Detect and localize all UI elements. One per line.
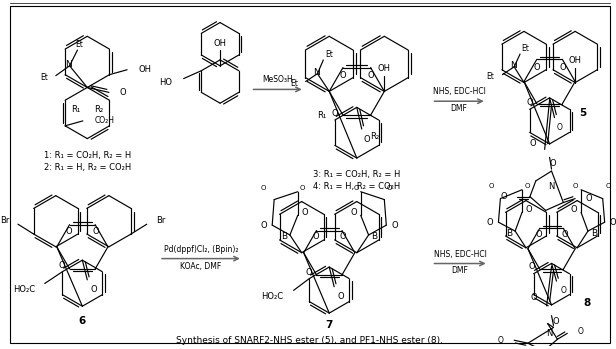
Text: 1: R₁ = CO₂H, R₂ = H: 1: R₁ = CO₂H, R₂ = H [44,151,131,160]
Text: R₁: R₁ [71,105,80,113]
Text: 7: 7 [326,320,333,331]
Text: NHS, EDC-HCl: NHS, EDC-HCl [434,250,487,259]
Text: O: O [261,185,266,191]
Text: Et: Et [290,79,298,88]
Text: N: N [546,329,553,338]
Text: CO₂H: CO₂H [95,117,115,125]
Text: HO₂C: HO₂C [262,292,284,301]
Text: 8: 8 [583,298,591,308]
Text: 5: 5 [580,108,586,118]
Text: R₂: R₂ [370,132,379,141]
Text: O: O [559,63,565,72]
Text: O: O [533,63,540,72]
Text: O: O [586,194,593,203]
Text: O: O [363,135,370,144]
Text: MeSO₃H: MeSO₃H [262,75,293,84]
Text: O: O [120,88,126,97]
Text: O: O [339,71,346,80]
Text: O: O [529,262,535,271]
Text: OH: OH [214,39,227,48]
Text: O: O [59,261,65,270]
Text: NHS, EDC-HCl: NHS, EDC-HCl [432,87,485,96]
Text: O: O [338,292,344,301]
Text: O: O [339,232,346,242]
Text: Br: Br [0,216,9,225]
Text: B: B [281,232,287,242]
Text: DMF: DMF [452,267,469,275]
Text: O: O [535,230,542,239]
Text: O: O [573,183,578,189]
Text: O: O [354,185,359,191]
Text: O: O [561,287,566,296]
Text: O: O [529,139,536,148]
Text: OH: OH [139,65,152,74]
Text: O: O [93,227,99,236]
Text: O: O [261,221,267,230]
Text: Et: Et [521,44,529,53]
Text: Et: Et [487,72,495,81]
Text: O: O [552,317,559,326]
Text: O: O [367,71,374,80]
Text: O: O [530,294,537,303]
Text: Br: Br [156,216,165,225]
Text: 3: R₁ = CO₂H, R₂ = H: 3: R₁ = CO₂H, R₂ = H [313,171,400,179]
Text: O: O [498,336,503,345]
Text: 2: R₁ = H, R₂ = CO₂H: 2: R₁ = H, R₂ = CO₂H [44,163,131,172]
Text: O: O [525,183,530,189]
Text: O: O [306,268,312,277]
Text: O: O [300,185,305,191]
Text: N: N [65,60,72,69]
Text: OH: OH [569,57,582,65]
Text: Pd(dppf)Cl₂, (Bpin)₂: Pd(dppf)Cl₂, (Bpin)₂ [164,245,238,254]
Text: N: N [548,182,555,191]
Text: O: O [556,123,562,132]
Text: O: O [332,109,338,118]
Text: O: O [549,159,556,168]
Text: R₁: R₁ [317,111,326,120]
Text: O: O [302,208,309,217]
Text: O: O [350,208,357,217]
Text: B: B [506,229,512,238]
Text: O: O [610,218,616,227]
Text: HO: HO [159,78,172,87]
Text: Et: Et [325,50,333,59]
Text: B: B [591,229,597,238]
Text: B: B [371,232,378,242]
Text: O: O [578,327,584,336]
Text: O: O [487,218,493,227]
Text: O: O [312,232,319,242]
Text: KOAc, DMF: KOAc, DMF [180,261,222,270]
Text: O: O [570,205,577,214]
Text: Synthesis of SNARF2-NHS ester (5), and PF1-NHS ester (8).: Synthesis of SNARF2-NHS ester (5), and P… [176,336,443,345]
Text: O: O [488,183,493,189]
Text: O: O [501,192,508,201]
Text: OH: OH [378,64,391,73]
Text: O: O [386,185,392,191]
Text: O: O [91,285,97,294]
Text: N: N [313,68,320,77]
Text: 6: 6 [79,315,86,326]
Text: R₂: R₂ [94,105,103,113]
Text: HO₂C: HO₂C [13,285,35,294]
Text: 4: R₁ = H, R₂ = CO₂H: 4: R₁ = H, R₂ = CO₂H [313,182,400,191]
Text: O: O [606,183,611,189]
Text: Et: Et [76,40,83,49]
Text: O: O [561,230,568,239]
Text: O: O [391,221,398,230]
Text: O: O [527,98,533,107]
Text: O: O [65,227,72,236]
Text: Et: Et [40,73,48,82]
Text: DMF: DMF [451,104,468,113]
Text: O: O [526,205,533,214]
Text: N: N [510,61,517,70]
